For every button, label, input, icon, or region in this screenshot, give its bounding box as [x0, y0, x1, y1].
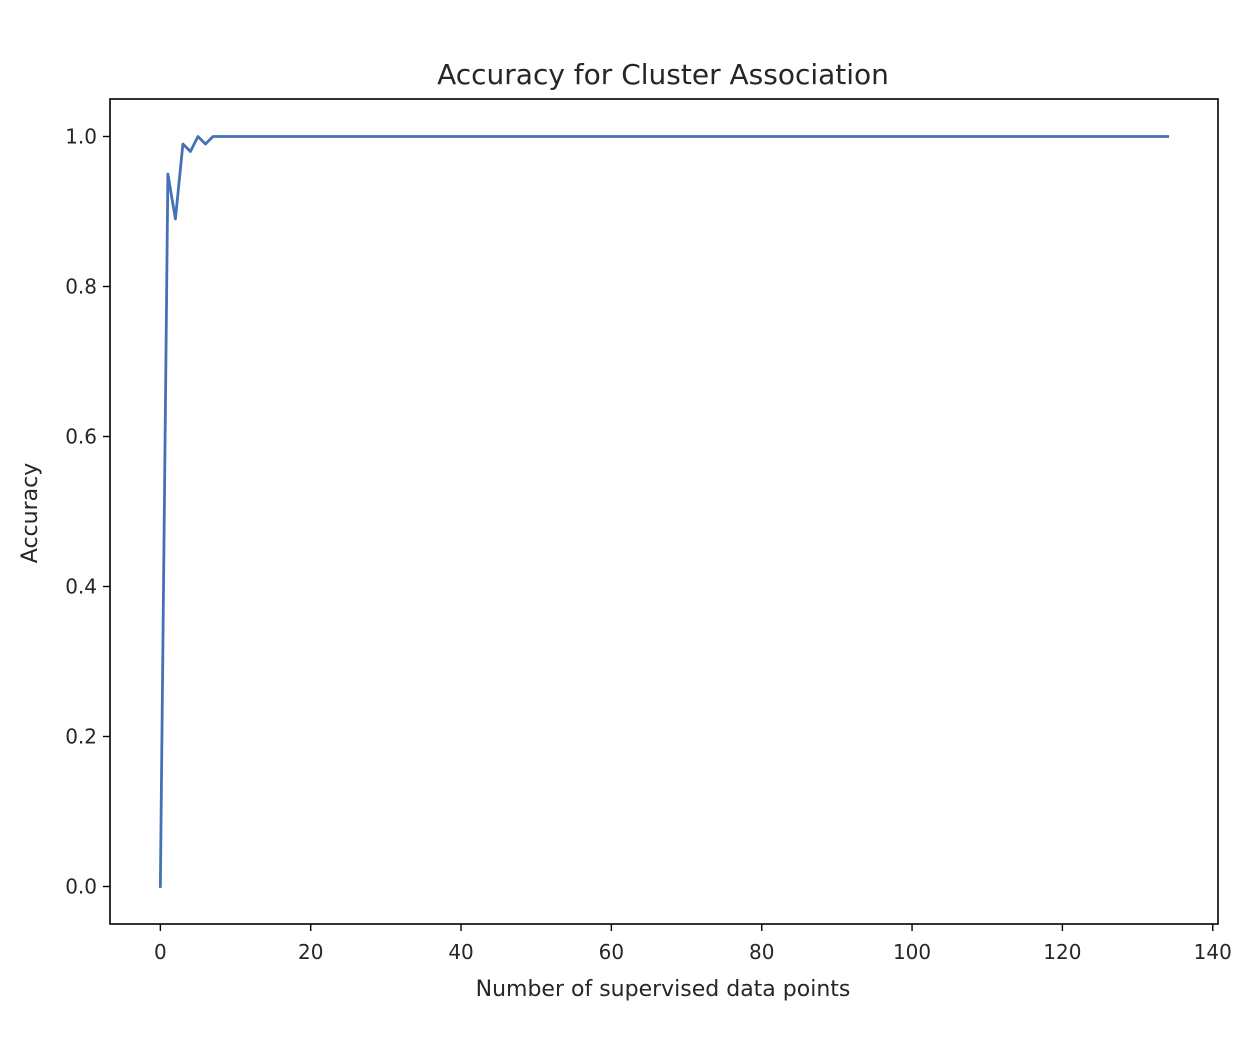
y-axis-label: Accuracy: [18, 463, 43, 563]
x-tick-label: 40: [448, 940, 473, 964]
x-tick-label: 60: [599, 940, 624, 964]
axes-frame: [109, 98, 1219, 925]
x-tick-label: 80: [749, 940, 774, 964]
y-tick-label: 0.6: [65, 425, 97, 449]
y-tick-label: 1.0: [65, 125, 97, 149]
x-axis-label: Number of supervised data points: [476, 977, 851, 1002]
plot-area: [158, 135, 1170, 888]
y-tick-label: 0.8: [65, 275, 97, 299]
x-tick-label: 140: [1194, 940, 1232, 964]
y-tick-label: 0.2: [65, 725, 97, 749]
x-tick-label: 120: [1043, 940, 1081, 964]
y-tick-label: 0.4: [65, 575, 97, 599]
accuracy-series-line: [158, 135, 1170, 888]
x-tick-label: 20: [298, 940, 323, 964]
chart-title: Accuracy for Cluster Association: [437, 58, 889, 91]
x-axis: 0 20 40 60 80 100 120 140: [154, 924, 1232, 964]
y-tick-label: 0.0: [65, 875, 97, 899]
x-tick-label: 0: [154, 940, 167, 964]
x-tick-label: 100: [893, 940, 931, 964]
y-axis: 0.0 0.2 0.4 0.6 0.8 1.0: [65, 125, 110, 899]
